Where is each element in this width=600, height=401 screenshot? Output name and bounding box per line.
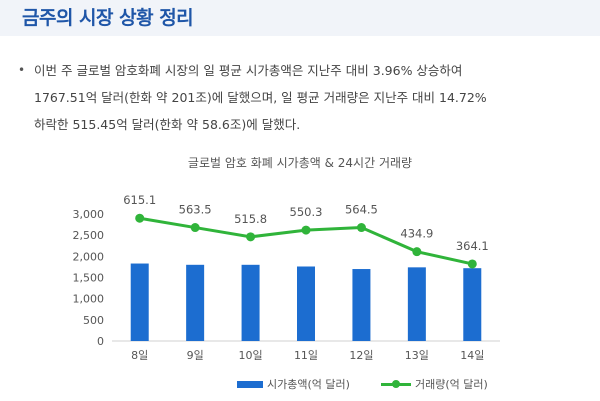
point-volume <box>135 213 145 223</box>
bar-market-cap <box>297 266 315 341</box>
y-tick-label: 2,500 <box>73 229 105 242</box>
y-tick-label: 2,000 <box>73 250 105 263</box>
x-tick-label: 11일 <box>294 348 318 362</box>
bar-market-cap <box>407 267 426 341</box>
bar-market-cap <box>130 263 149 341</box>
bar-market-cap <box>241 264 260 341</box>
x-tick-label: 13일 <box>405 348 429 362</box>
point-volume <box>467 259 477 269</box>
legend-item-market-cap: 시가총액(억 달러) <box>237 376 350 392</box>
legend-item-volume: 거래량(억 달러) <box>381 376 488 392</box>
x-tick-label: 14일 <box>460 348 484 362</box>
title-bar: 금주의 시장 상황 정리 <box>0 0 600 36</box>
data-label-volume: 434.9 <box>400 227 433 241</box>
summary-line-3: 하락한 515.45억 달러(한화 약 58.6조)에 달했다. <box>34 117 301 132</box>
legend: 시가총액(억 달러) 거래량(억 달러) <box>0 376 600 394</box>
point-volume <box>246 232 256 242</box>
y-tick-label: 3,000 <box>73 208 105 221</box>
y-tick-label: 1,000 <box>73 293 105 306</box>
bar-market-cap <box>186 264 205 341</box>
legend-label-market-cap: 시가총액(억 달러) <box>267 378 350 391</box>
x-tick-label: 9일 <box>187 348 204 362</box>
summary-paragraph: • 이번 주 글로벌 암호화폐 시장의 일 평균 시가총액은 지난주 대비 3.… <box>18 57 588 138</box>
data-label-volume: 564.5 <box>345 203 378 217</box>
y-tick-label: 1,500 <box>73 272 105 285</box>
point-volume <box>301 225 311 235</box>
legend-label-volume: 거래량(억 달러) <box>415 378 488 391</box>
data-label-volume: 550.3 <box>290 205 323 219</box>
bullet-icon: • <box>18 63 26 77</box>
x-tick-label: 8일 <box>131 348 148 362</box>
legend-swatch-line <box>381 379 411 389</box>
summary-line-1: 이번 주 글로벌 암호화폐 시장의 일 평균 시가총액은 지난주 대비 3.96… <box>34 63 463 78</box>
summary-line-2: 1767.51억 달러(한화 약 201조)에 달했으며, 일 평균 거래량은 … <box>34 90 487 105</box>
y-tick-label: 500 <box>83 314 104 327</box>
data-label-volume: 364.1 <box>456 239 489 253</box>
page-title: 금주의 시장 상황 정리 <box>22 7 194 29</box>
data-label-volume: 515.8 <box>234 212 267 226</box>
chart-title: 글로벌 암호 화폐 시가총액 & 24시간 거래량 <box>187 156 413 170</box>
data-label-volume: 563.5 <box>179 203 212 217</box>
data-label-volume: 615.1 <box>123 193 156 207</box>
x-tick-label: 12일 <box>349 348 373 362</box>
y-tick-label: 0 <box>97 335 104 348</box>
bar-market-cap <box>352 269 371 341</box>
point-volume <box>190 223 200 233</box>
bar-market-cap <box>463 268 482 341</box>
legend-swatch-bar <box>237 380 263 388</box>
line-volume <box>139 216 473 266</box>
point-volume <box>412 247 422 257</box>
point-volume <box>356 223 366 233</box>
x-tick-label: 10일 <box>239 348 263 362</box>
